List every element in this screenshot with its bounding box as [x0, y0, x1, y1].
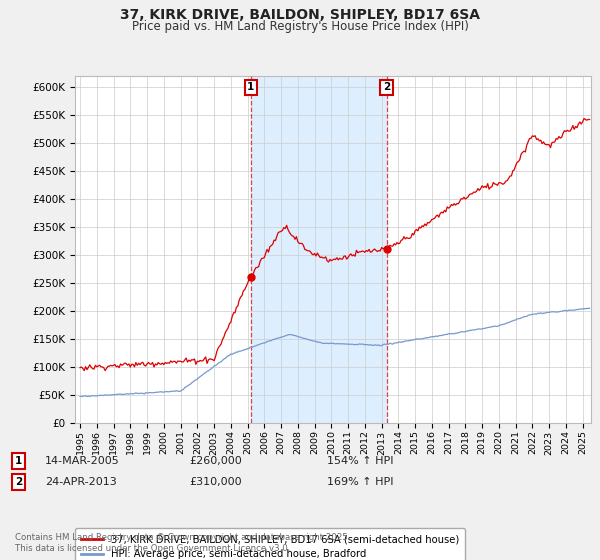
Text: 1: 1: [15, 456, 22, 466]
Text: Price paid vs. HM Land Registry's House Price Index (HPI): Price paid vs. HM Land Registry's House …: [131, 20, 469, 32]
Text: 1: 1: [247, 82, 254, 92]
Bar: [251, 76, 386, 423]
Text: 2: 2: [15, 477, 22, 487]
Text: 37, KIRK DRIVE, BAILDON, SHIPLEY, BD17 6SA: 37, KIRK DRIVE, BAILDON, SHIPLEY, BD17 6…: [120, 8, 480, 22]
Text: 2: 2: [383, 82, 390, 92]
Text: Contains HM Land Registry data © Crown copyright and database right 2025.
This d: Contains HM Land Registry data © Crown c…: [15, 533, 350, 553]
Text: £310,000: £310,000: [189, 477, 242, 487]
Text: 24-APR-2013: 24-APR-2013: [45, 477, 117, 487]
Text: 154% ↑ HPI: 154% ↑ HPI: [327, 456, 394, 466]
Text: 169% ↑ HPI: 169% ↑ HPI: [327, 477, 394, 487]
Text: £260,000: £260,000: [189, 456, 242, 466]
Text: 14-MAR-2005: 14-MAR-2005: [45, 456, 120, 466]
Legend: 37, KIRK DRIVE, BAILDON, SHIPLEY, BD17 6SA (semi-detached house), HPI: Average p: 37, KIRK DRIVE, BAILDON, SHIPLEY, BD17 6…: [75, 529, 465, 560]
